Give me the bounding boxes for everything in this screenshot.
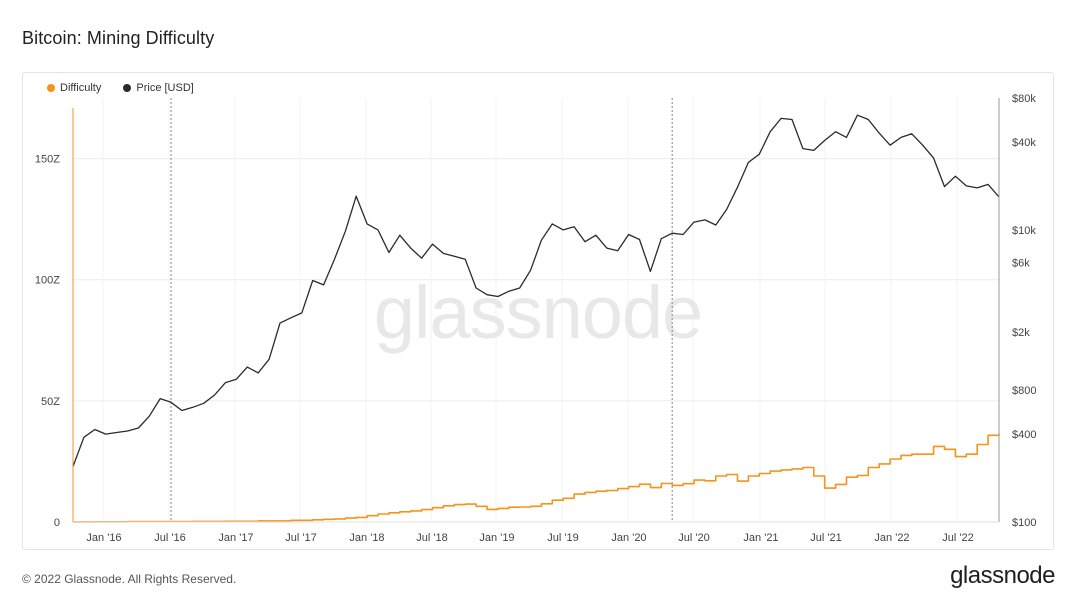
right-axis-tick-label: $2k bbox=[1012, 327, 1030, 339]
x-axis-tick-label: Jul '20 bbox=[678, 532, 709, 544]
legend-label-price: Price [USD] bbox=[136, 82, 194, 94]
x-axis-tick-label: Jan '17 bbox=[218, 532, 253, 544]
legend-dot-price bbox=[123, 84, 132, 92]
legend-item-difficulty[interactable]: Difficulty bbox=[47, 82, 101, 94]
left-axis-tick-label: 0 bbox=[54, 517, 60, 529]
brand-logo: glassnode bbox=[950, 562, 1055, 589]
legend-dot-difficulty bbox=[47, 84, 55, 92]
legend: Difficulty Price [USD] bbox=[47, 82, 194, 94]
legend-item-price[interactable]: Price [USD] bbox=[123, 82, 194, 94]
left-axis-tick-label: 100Z bbox=[35, 275, 60, 287]
chart-title: Bitcoin: Mining Difficulty bbox=[22, 28, 215, 48]
x-axis-tick-label: Jul '19 bbox=[547, 532, 578, 544]
right-axis-tick-label: $40k bbox=[1012, 137, 1036, 149]
x-axis-tick-label: Jan '16 bbox=[86, 532, 121, 544]
right-axis-tick-label: $10k bbox=[1012, 225, 1036, 237]
x-axis-tick-label: Jan '22 bbox=[874, 532, 909, 544]
right-axis-tick-label: $6k bbox=[1012, 257, 1030, 269]
x-axis-tick-label: Jul '16 bbox=[154, 532, 185, 544]
x-axis-tick-label: Jan '20 bbox=[611, 532, 646, 544]
right-axis-tick-label: $100 bbox=[1012, 517, 1036, 529]
x-axis-tick-label: Jan '19 bbox=[479, 532, 514, 544]
legend-label-difficulty: Difficulty bbox=[60, 82, 102, 94]
left-axis-tick-label: 150Z bbox=[35, 154, 60, 166]
copyright-footer: © 2022 Glassnode. All Rights Reserved. bbox=[22, 572, 237, 586]
x-axis-tick-label: Jul '18 bbox=[416, 532, 447, 544]
x-axis-tick-label: Jul '17 bbox=[285, 532, 316, 544]
x-axis-tick-label: Jul '22 bbox=[942, 532, 973, 544]
difficulty-series-line bbox=[73, 433, 1000, 523]
x-axis-tick-label: Jan '18 bbox=[349, 532, 384, 544]
x-axis-tick-label: Jul '21 bbox=[810, 532, 841, 544]
price-series-line bbox=[72, 114, 1000, 467]
watermark: glassnode bbox=[374, 271, 702, 354]
right-axis-tick-label: $80k bbox=[1012, 93, 1036, 105]
x-axis-tick-label: Jan '21 bbox=[743, 532, 778, 544]
chart-card bbox=[22, 72, 1054, 550]
left-axis-tick-label: 50Z bbox=[41, 396, 60, 408]
right-axis-tick-label: $400 bbox=[1012, 429, 1036, 441]
right-axis-tick-label: $800 bbox=[1012, 385, 1036, 397]
